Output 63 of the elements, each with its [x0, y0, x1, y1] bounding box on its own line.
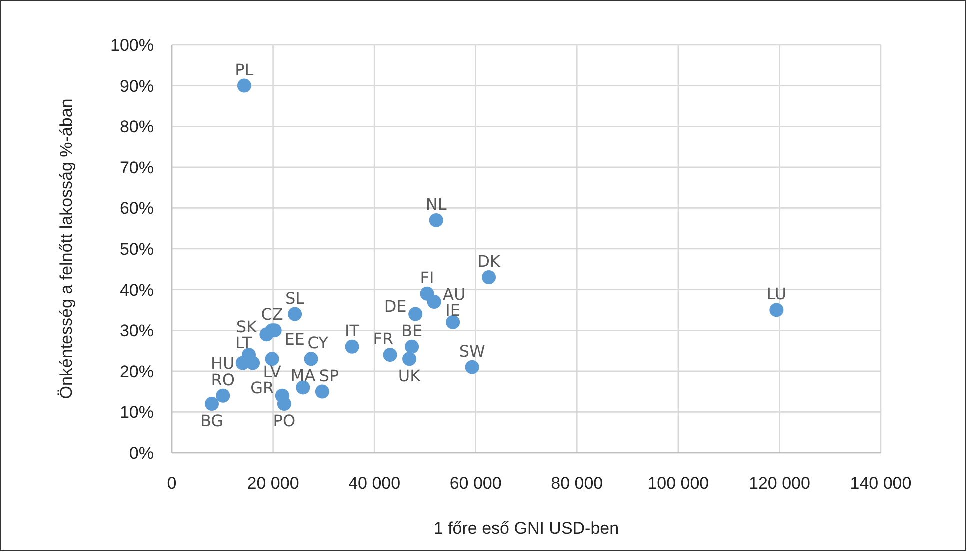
point: [296, 380, 310, 395]
point: [216, 388, 230, 403]
series-label: BE: [402, 321, 423, 340]
series-label: BG: [200, 412, 224, 431]
series-label: CY: [308, 334, 329, 353]
series-label: FI: [420, 268, 434, 288]
point: [482, 270, 496, 285]
series-label: IT: [345, 321, 360, 340]
point: [465, 360, 480, 374]
series-label: MA: [290, 366, 316, 386]
y-tick-label: 80%: [120, 118, 154, 137]
point: [205, 397, 220, 412]
y-tick-label: 70%: [120, 158, 154, 178]
x-tick-label: 40 000: [348, 474, 401, 493]
series-label: DE: [384, 296, 407, 316]
point: [427, 295, 442, 310]
y-tick-label: 60%: [120, 199, 154, 218]
y-tick-label: 100%: [110, 36, 154, 55]
point: [770, 303, 784, 318]
y-tick-label: 30%: [120, 322, 154, 341]
point: [246, 356, 260, 370]
point: [383, 348, 398, 362]
x-tick-label: 20 000: [247, 474, 300, 493]
point: [429, 213, 444, 228]
point: [405, 340, 420, 354]
x-tick-label: 140 000: [850, 474, 912, 493]
y-axis-title: Önkéntesség a felnőtt lakosság %-ában: [57, 98, 76, 400]
series-label: SP: [319, 366, 340, 386]
point: [408, 307, 423, 322]
x-tick-label: 60 000: [450, 474, 502, 493]
point: [402, 352, 417, 366]
point: [446, 315, 460, 330]
series-label: LT: [236, 334, 252, 353]
y-tick-label: 20%: [120, 362, 154, 382]
series-label: DK: [478, 252, 501, 272]
series-label: PO: [273, 412, 296, 431]
point: [315, 384, 330, 399]
x-axis-title: 1 főre eső GNI USD-ben: [434, 519, 620, 538]
series-label: NL: [426, 194, 447, 214]
series-label: FR: [373, 330, 394, 349]
point: [345, 340, 360, 354]
series-label: CZ: [261, 305, 284, 324]
series-label: UK: [398, 366, 422, 386]
x-tick-label: 100 000: [648, 474, 710, 493]
series-label: PL: [235, 60, 254, 80]
series-label: SL: [286, 288, 305, 308]
series-label: LU: [766, 284, 787, 304]
point: [304, 352, 318, 366]
y-tick-label: 90%: [120, 76, 154, 96]
point: [288, 307, 302, 322]
y-tick-label: 10%: [120, 403, 154, 422]
point: [265, 352, 280, 366]
x-tick-label: 80 000: [551, 474, 604, 493]
y-tick-label: 50%: [120, 240, 154, 259]
point: [277, 397, 292, 412]
series-label: SW: [459, 342, 486, 361]
point: [237, 78, 252, 93]
series-label: SK: [236, 317, 258, 336]
y-tick-label: 40%: [120, 280, 154, 300]
series-label: EE: [284, 330, 305, 349]
x-tick-label: 120 000: [748, 474, 810, 493]
y-tick-label: 0%: [129, 444, 154, 463]
x-tick-label: 0: [167, 474, 177, 493]
